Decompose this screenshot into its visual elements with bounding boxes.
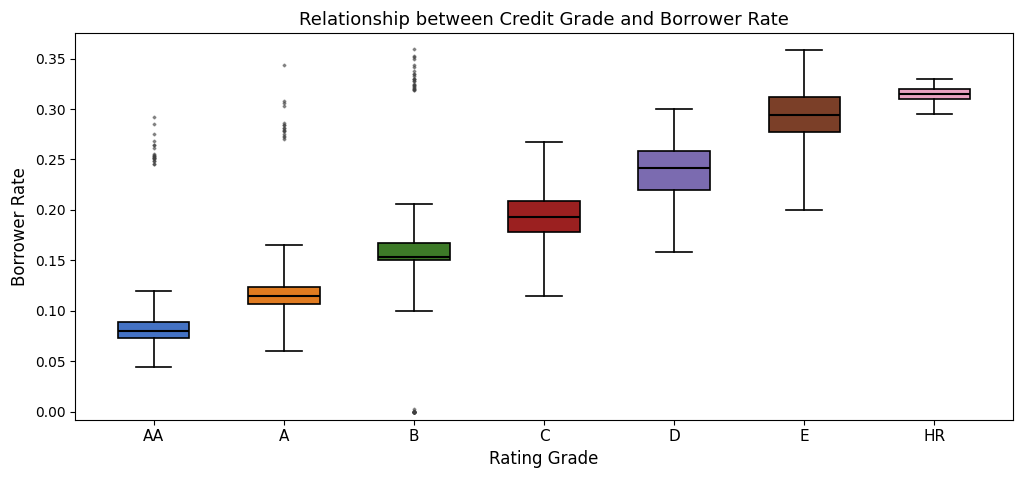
PathPatch shape [769,97,840,132]
PathPatch shape [638,151,710,190]
PathPatch shape [248,252,319,327]
PathPatch shape [248,286,319,304]
PathPatch shape [508,175,580,272]
X-axis label: Rating Grade: Rating Grade [489,450,599,468]
PathPatch shape [899,93,971,244]
PathPatch shape [638,158,710,261]
Y-axis label: Borrower Rate: Borrower Rate [11,167,29,286]
PathPatch shape [378,209,450,289]
PathPatch shape [508,201,580,232]
PathPatch shape [118,322,189,338]
PathPatch shape [118,276,189,350]
PathPatch shape [378,243,450,260]
PathPatch shape [899,89,971,99]
PathPatch shape [769,110,840,231]
Title: Relationship between Credit Grade and Borrower Rate: Relationship between Credit Grade and Bo… [299,11,788,29]
